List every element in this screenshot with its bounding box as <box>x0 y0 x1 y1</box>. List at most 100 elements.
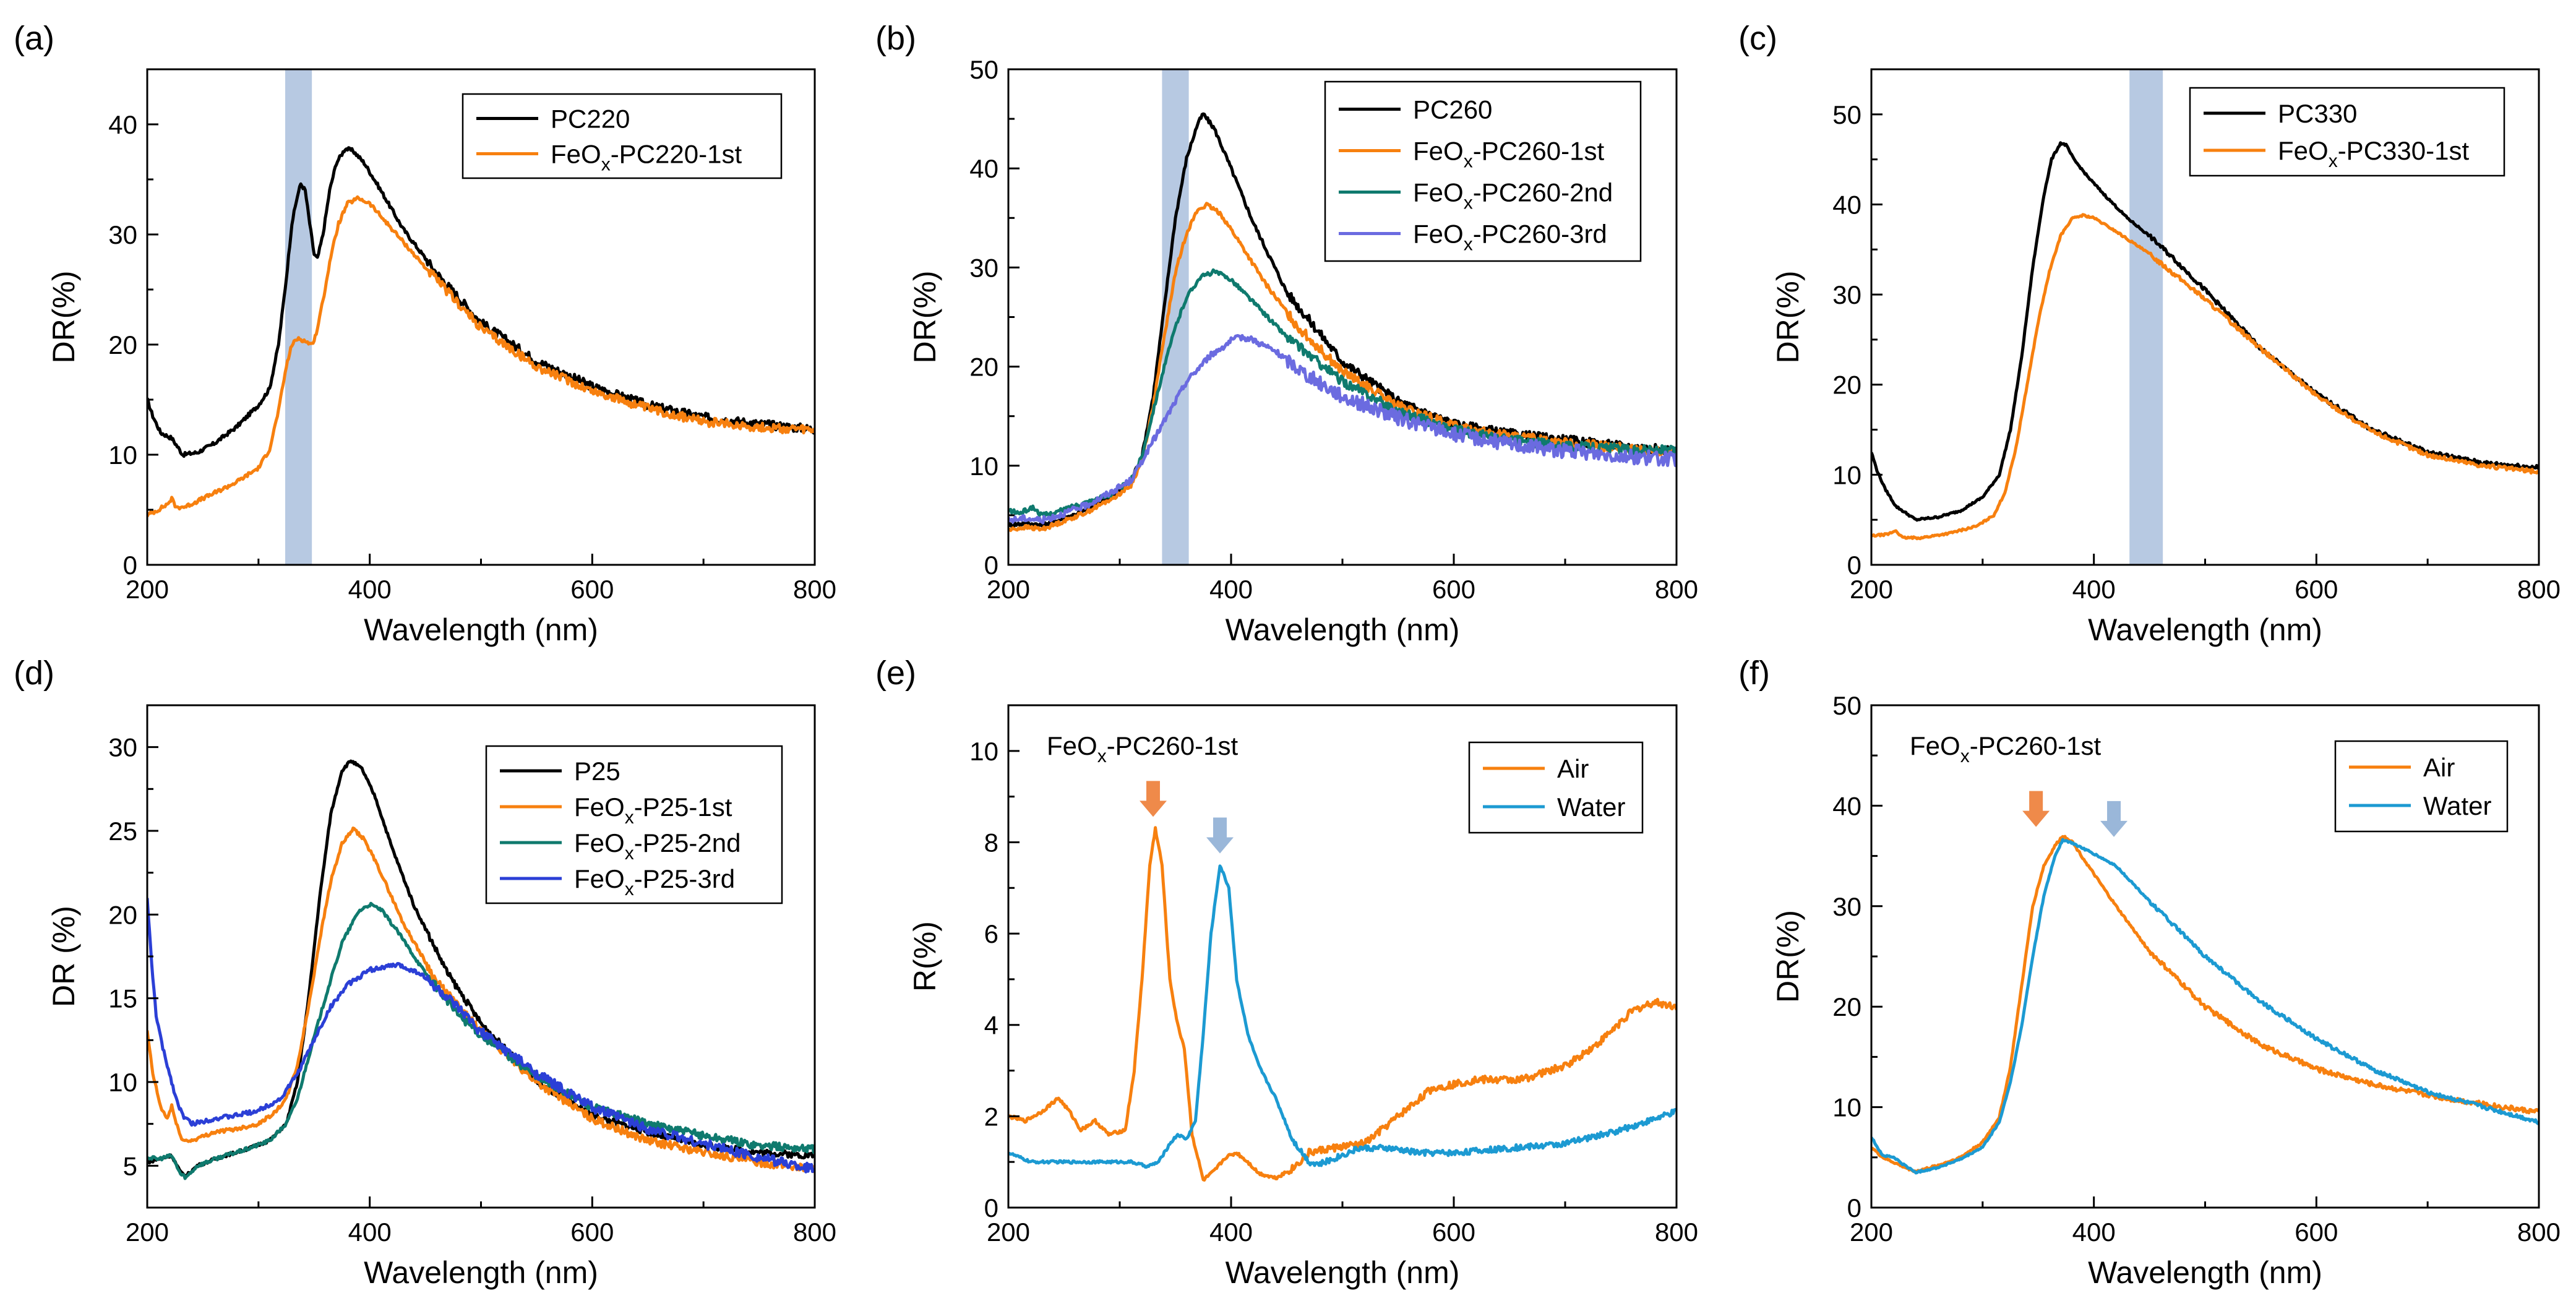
legend-box <box>2189 87 2505 177</box>
legend-box <box>2334 740 2509 833</box>
x-tick-label: 400 <box>348 1217 392 1247</box>
legend-entry-main: P25 <box>574 757 620 786</box>
legend-entry-rest: -PC330-1st <box>2338 136 2470 165</box>
y-tick-label: 40 <box>1832 190 1861 219</box>
legend-entry-rest: -PC260-2nd <box>1473 178 1613 207</box>
panel-label: (b) <box>875 20 916 57</box>
y-tick-label: 25 <box>108 817 137 846</box>
legend-entry: FeOx-P25-1st <box>574 792 732 828</box>
annotation-subscript: x <box>1960 746 1970 766</box>
chart-panel-b: (b) 200 400 600 800 0 10 20 30 40 50 Wavelength (nm… <box>875 20 1698 647</box>
y-tick-label: 30 <box>969 253 998 282</box>
series-group <box>1871 835 2539 1175</box>
x-tick-label: 800 <box>2517 575 2561 604</box>
water-peak-arrow-icon <box>1206 817 1234 854</box>
legend-entry-subscript: x <box>1464 152 1473 172</box>
panel-label: (c) <box>1738 20 1777 57</box>
x-tick-label: 800 <box>1655 1217 1698 1247</box>
annotation-rest: -PC260-1st <box>1970 731 2102 760</box>
y-tick-label: 0 <box>1847 1193 1861 1222</box>
x-tick-label: 200 <box>126 1217 169 1247</box>
legend-entry-main: PC220 <box>551 105 630 134</box>
series-line-Air <box>1871 835 2539 1174</box>
annotation-main: FeO <box>1910 731 1960 760</box>
series-group <box>147 146 815 517</box>
legend-entry-main: Water <box>2423 791 2491 820</box>
x-tick-label: 600 <box>1432 575 1475 604</box>
x-tick-label: 200 <box>1850 575 1893 604</box>
legend-box <box>462 93 783 179</box>
y-axis-label: DR (%) <box>46 906 81 1007</box>
series-line-FeOx-PC260-1st <box>1008 202 1677 533</box>
x-tick-label: 200 <box>987 575 1030 604</box>
annotation-subscript: x <box>1097 746 1107 766</box>
legend-entry: FeOx-PC260-1st <box>1413 137 1604 172</box>
y-tick-label: 6 <box>984 919 998 948</box>
x-tick-label: 600 <box>2295 1217 2338 1247</box>
legend-entry: PC330 <box>2278 99 2357 128</box>
y-tick-label: 40 <box>1832 791 1861 820</box>
y-tick-label: 40 <box>108 110 137 139</box>
x-axis-label: Wavelength (nm) <box>2088 1255 2322 1290</box>
y-tick-label: 50 <box>969 55 998 84</box>
legend-entry-main: Air <box>1557 754 1589 783</box>
x-tick-label: 800 <box>793 1217 836 1247</box>
legend-entry-main: PC260 <box>1413 95 1492 124</box>
legend-entry-main: Air <box>2423 753 2455 782</box>
legend-entry: FeOx-PC220-1st <box>551 140 742 175</box>
water-peak-arrow-icon <box>2100 801 2128 837</box>
y-axis-label: R(%) <box>908 921 942 992</box>
legend-entry-main: PC330 <box>2278 99 2357 128</box>
series-line-FeOx-PC260-3rd <box>1008 333 1677 525</box>
y-tick-label: 0 <box>984 1193 998 1222</box>
x-tick-label: 200 <box>126 575 169 604</box>
legend-entry-main: FeO <box>2278 136 2329 165</box>
legend-entry-subscript: x <box>2329 151 2338 171</box>
x-tick-label: 600 <box>570 575 614 604</box>
legend-entry-main: FeO <box>574 792 625 822</box>
legend-entry: Water <box>1557 792 1625 822</box>
legend-entry-subscript: x <box>1464 234 1473 255</box>
legend-entry: FeOx-PC260-3rd <box>1413 220 1607 255</box>
panel-label: (f) <box>1738 655 1770 692</box>
air-peak-arrow-icon <box>2022 791 2050 827</box>
y-tick-label: 10 <box>969 737 998 766</box>
chart-panel-a: (a) 200 400 600 800 0 10 20 30 40 Wavelength (nm) D… <box>14 20 836 647</box>
y-tick-label: 20 <box>1832 371 1861 400</box>
legend-box <box>1324 80 1642 262</box>
x-tick-label: 800 <box>793 575 836 604</box>
legend-entry-subscript: x <box>625 879 634 900</box>
y-tick-label: 20 <box>108 330 137 359</box>
panel-annotation: FeOx-PC260-1st <box>1910 731 2101 766</box>
y-tick-label: 30 <box>108 733 137 762</box>
legend-entry-main: FeO <box>1413 137 1464 166</box>
y-tick-label: 2 <box>984 1102 998 1131</box>
legend-entry-rest: -PC220-1st <box>611 140 742 169</box>
y-tick-label: 10 <box>108 440 137 470</box>
x-axis-label: Wavelength (nm) <box>364 1255 598 1290</box>
annotation-rest: -PC260-1st <box>1107 731 1239 760</box>
y-axis-label: DR(%) <box>908 271 942 364</box>
chart-panel-c: (c) 200 400 600 800 0 10 20 30 40 50 Wavelength (nm… <box>1738 20 2561 647</box>
chart-panel-e: (e) 200 400 600 800 0 2 4 6 8 10 Wavelength (nm) R(%… <box>875 655 1698 1290</box>
y-tick-label: 15 <box>108 984 137 1013</box>
legend-entry: PC220 <box>551 105 630 134</box>
legend-entry: PC260 <box>1413 95 1492 124</box>
y-tick-label: 50 <box>1832 691 1861 720</box>
series-line-FeOx-P25-2nd <box>147 901 815 1180</box>
legend-entry: FeOx-P25-3rd <box>574 864 735 900</box>
x-axis-label: Wavelength (nm) <box>1226 1255 1460 1290</box>
legend-entry-main: Water <box>1557 792 1625 822</box>
series-line-FeOx-PC330-1st <box>1871 213 2539 541</box>
air-peak-arrow-icon <box>1140 781 1167 817</box>
x-tick-label: 600 <box>2295 575 2338 604</box>
legend-entry: Air <box>1557 754 1589 783</box>
legend-entry-rest: -P25-2nd <box>634 828 741 857</box>
y-tick-label: 20 <box>108 900 137 929</box>
y-tick-label: 8 <box>984 828 998 857</box>
y-tick-label: 0 <box>1847 551 1861 580</box>
y-tick-label: 0 <box>123 551 137 580</box>
y-tick-label: 0 <box>984 551 998 580</box>
series-line-FeOx-PC260-2nd <box>1008 268 1677 517</box>
